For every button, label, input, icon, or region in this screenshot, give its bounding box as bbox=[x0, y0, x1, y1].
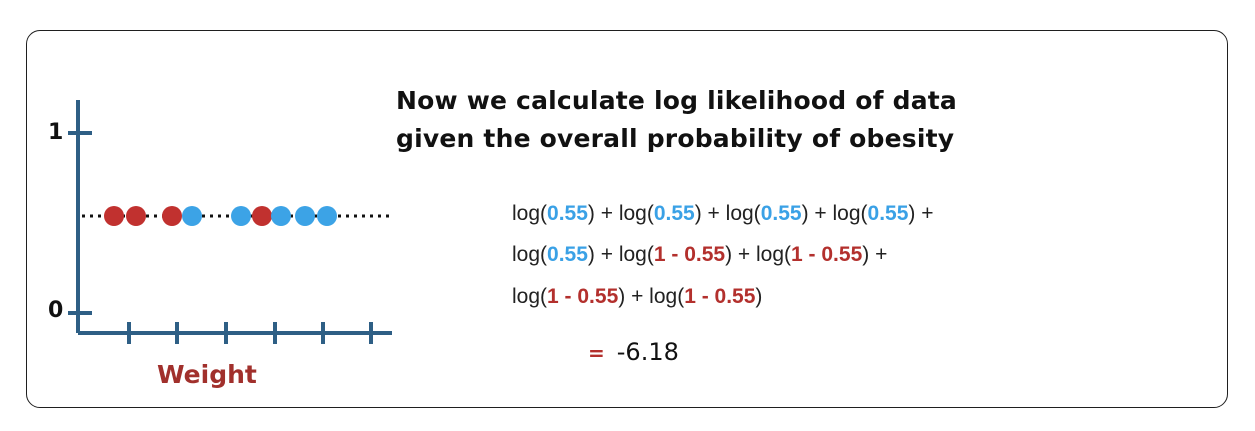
figure-frame bbox=[26, 30, 1228, 408]
x-axis-label: Weight bbox=[157, 360, 257, 389]
result-value: -6.18 bbox=[616, 338, 679, 366]
data-point-red bbox=[252, 206, 272, 226]
result-equals-sign: = bbox=[588, 341, 605, 365]
data-point-red bbox=[162, 206, 182, 226]
title-line-2: given the overall probability of obesity bbox=[396, 124, 955, 153]
data-points bbox=[104, 206, 337, 226]
equation-line-3: log(1 - 0.55) + log(1 - 0.55) bbox=[512, 285, 763, 308]
y-tick-label-0: 0 bbox=[48, 298, 64, 323]
slide-title: Now we calculate log likelihood of data … bbox=[396, 82, 1036, 158]
data-point-blue bbox=[295, 206, 315, 226]
equation-result: = -6.18 bbox=[588, 338, 679, 366]
y-tick-label-1: 1 bbox=[48, 120, 64, 145]
probability-plot bbox=[68, 100, 392, 344]
data-point-blue bbox=[182, 206, 202, 226]
data-point-blue bbox=[317, 206, 337, 226]
equation-line-2: log(0.55) + log(1 - 0.55) + log(1 - 0.55… bbox=[512, 243, 888, 266]
data-point-red bbox=[104, 206, 124, 226]
data-point-blue bbox=[231, 206, 251, 226]
data-point-red bbox=[126, 206, 146, 226]
equation-line-1: log(0.55) + log(0.55) + log(0.55) + log(… bbox=[512, 202, 934, 225]
data-point-blue bbox=[271, 206, 291, 226]
title-line-1: Now we calculate log likelihood of data bbox=[396, 86, 957, 115]
